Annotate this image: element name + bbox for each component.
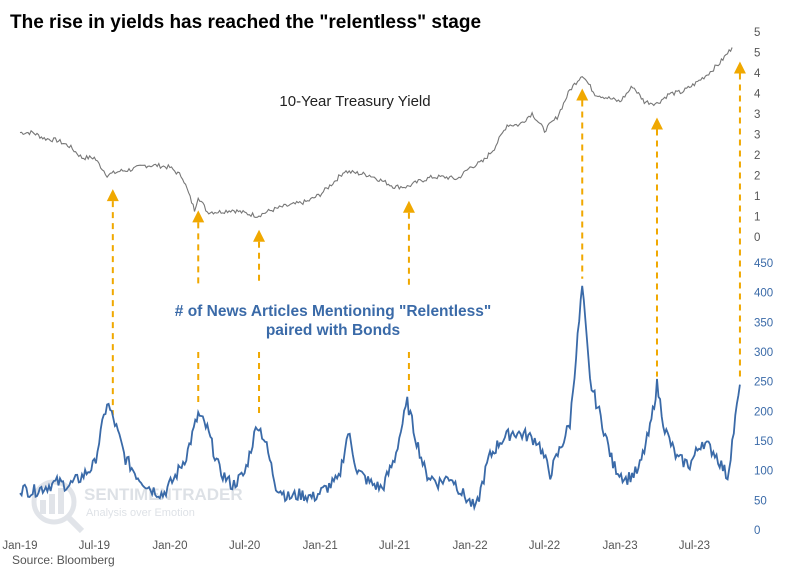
x-axis-tick: Jul-23 <box>679 540 710 552</box>
yield-axis-tick: 3 <box>754 130 760 142</box>
articles-axis-tick: 0 <box>754 525 760 537</box>
articles-axis-tick: 50 <box>754 495 767 507</box>
articles-axis-tick: 200 <box>754 406 773 418</box>
yield-axis-tick: 4 <box>754 68 761 80</box>
source-note: Source: Bloomberg <box>12 553 115 567</box>
articles-axis-tick: 300 <box>754 347 773 359</box>
x-axis-tick: Jul-19 <box>79 540 110 552</box>
articles-axis-tick: 250 <box>754 377 773 389</box>
x-axis-tick: Jul-20 <box>229 540 260 552</box>
yield-axis-tick: 1 <box>754 191 760 203</box>
yield-axis-tick: 2 <box>754 171 760 183</box>
yield-axis-tick: 5 <box>754 27 760 39</box>
yield-axis-tick: 2 <box>754 150 760 162</box>
articles-axis-tick: 100 <box>754 466 773 478</box>
x-axis-tick: Jul-22 <box>529 540 560 552</box>
articles-axis-tick: 150 <box>754 436 773 448</box>
articles-series-label-line1: # of News Articles Mentioning "Relentles… <box>175 303 491 320</box>
yield-axis-tick: 3 <box>754 109 760 121</box>
yield-series-label: 10-Year Treasury Yield <box>279 93 430 110</box>
event-arrow-6 <box>650 117 663 377</box>
yield-series-line <box>19 47 733 218</box>
articles-series-line <box>19 285 741 512</box>
x-axis-tick: Jan-22 <box>453 540 488 552</box>
event-arrow-1 <box>106 189 119 416</box>
articles-axis-tick: 350 <box>754 317 773 329</box>
event-arrow-2 <box>192 210 205 407</box>
watermark-line2: Analysis over Emotion <box>86 507 195 519</box>
chart-title: The rise in yields has reached the "rele… <box>10 12 482 33</box>
articles-series-label-line2: paired with Bonds <box>266 322 400 339</box>
x-axis-tick: Jul-21 <box>379 540 410 552</box>
yield-axis-tick: 0 <box>754 232 760 244</box>
yield-axis-tick: 4 <box>754 89 761 101</box>
articles-axis-tick: 450 <box>754 258 773 270</box>
yield-axis-tick: 1 <box>754 212 760 224</box>
x-axis-tick: Jan-23 <box>602 540 637 552</box>
event-arrow-7 <box>733 61 746 377</box>
articles-axis-tick: 400 <box>754 288 773 300</box>
yield-axis-tick: 5 <box>754 48 760 60</box>
x-axis-tick: Jan-19 <box>2 540 37 552</box>
event-arrow-4 <box>402 200 415 395</box>
event-arrow-3 <box>253 229 266 416</box>
x-axis-tick: Jan-20 <box>152 540 187 552</box>
x-axis-tick: Jan-21 <box>303 540 338 552</box>
event-arrow-5 <box>576 88 589 279</box>
